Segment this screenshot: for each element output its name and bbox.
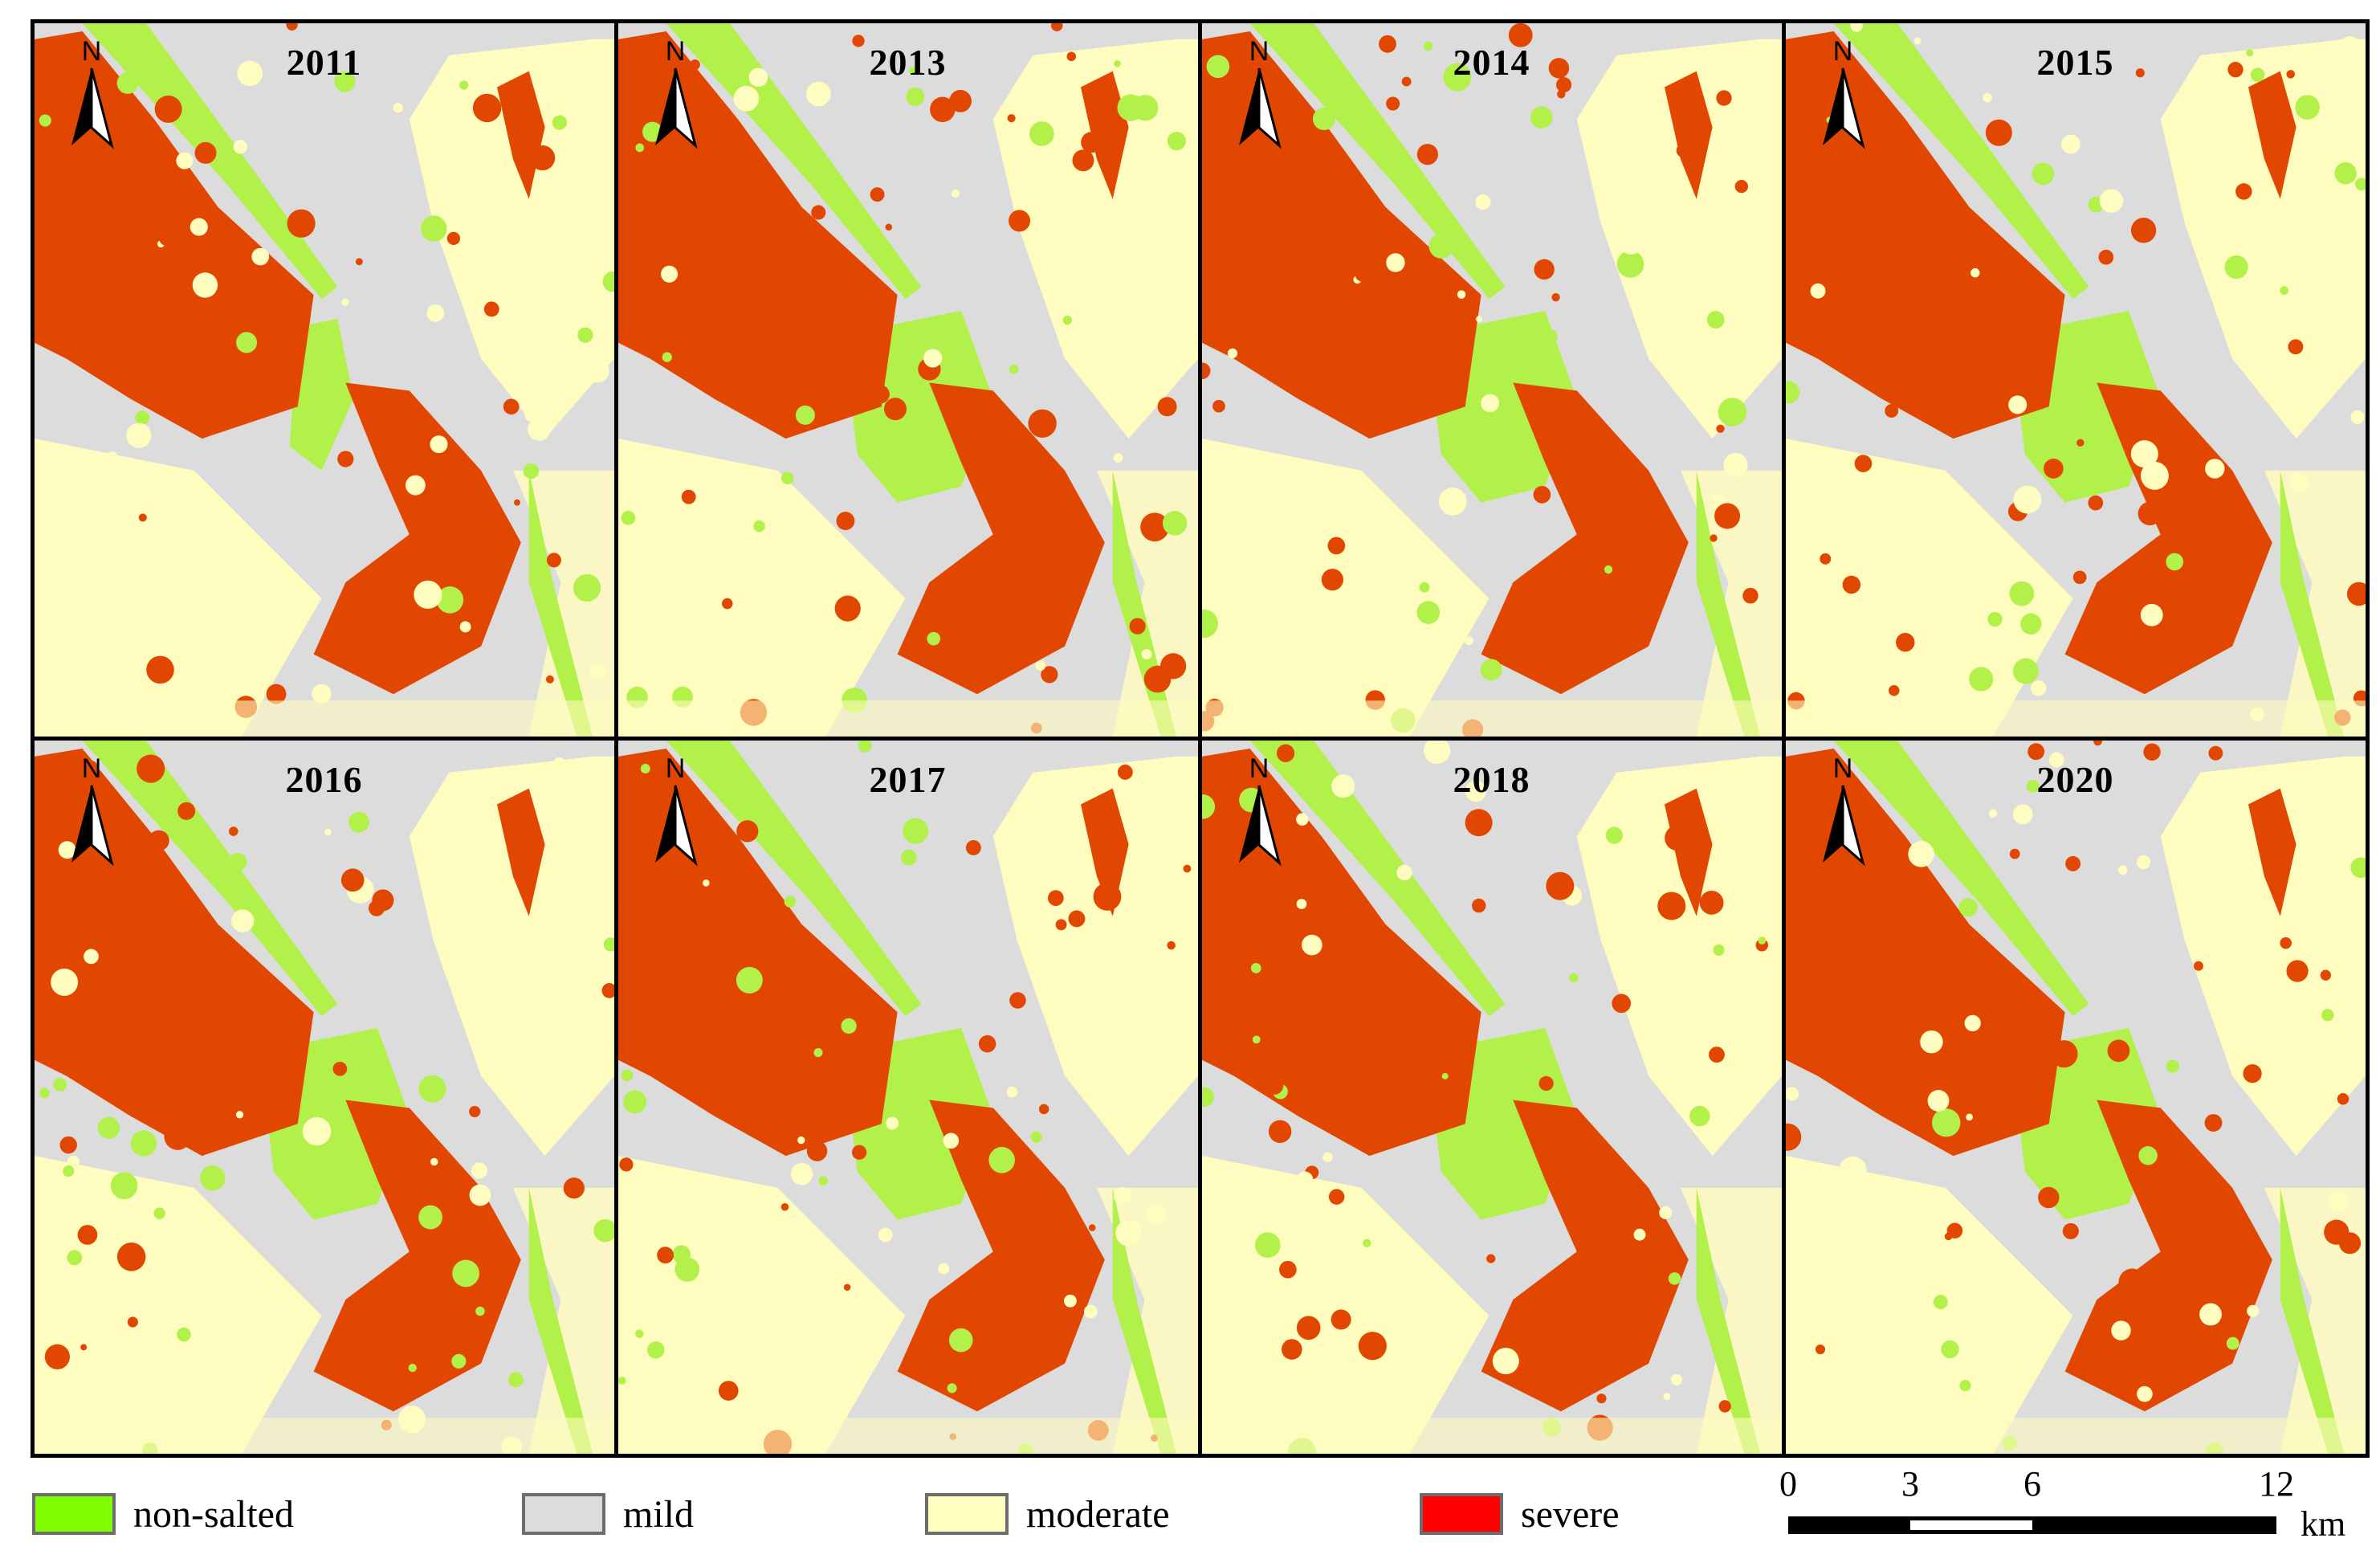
salinity-map <box>34 22 614 737</box>
map-panel-2018: N 2018 <box>1197 736 1786 1458</box>
legend-swatch-severe <box>1420 1493 1503 1535</box>
north-label: N <box>81 36 101 67</box>
map-panel-2011: N 2011 <box>30 18 618 741</box>
north-label: N <box>1249 753 1269 784</box>
year-label: 2016 <box>285 758 363 800</box>
north-arrow-icon: N <box>1822 36 1865 149</box>
year-label: 2011 <box>286 41 362 83</box>
north-label: N <box>1832 36 1852 67</box>
salinity-map <box>1785 22 2366 737</box>
north-label: N <box>665 36 685 67</box>
legend-label-non-salted: non-salted <box>133 1492 294 1536</box>
scale-bar-graphic <box>1788 1516 2276 1534</box>
north-arrow-icon: N <box>654 753 698 866</box>
salinity-map <box>1201 740 1782 1454</box>
map-panel-2016: N 2016 <box>30 736 618 1458</box>
legend-swatch-non-salted <box>32 1493 116 1535</box>
salinity-map <box>617 22 1198 737</box>
year-label: 2020 <box>2036 758 2114 800</box>
legend-item-non-salted: non-salted <box>32 1486 294 1542</box>
salinity-map <box>34 740 614 1454</box>
north-label: N <box>665 753 685 784</box>
legend: non-salted mild moderate severe <box>32 1478 1750 1550</box>
north-arrow-icon: N <box>1238 36 1282 149</box>
north-arrow-icon: N <box>1238 753 1282 866</box>
salinity-map <box>1201 22 1782 737</box>
scale-tick-0: 0 <box>1779 1464 1797 1504</box>
legend-item-mild: mild <box>522 1486 694 1542</box>
scale-tick-12: 12 <box>2259 1464 2294 1504</box>
map-panel-2017: N 2017 <box>613 736 1202 1458</box>
north-label: N <box>81 753 101 784</box>
scale-tick-3: 3 <box>1901 1464 1919 1504</box>
map-grid: N 2011 N <box>30 18 2370 1458</box>
year-label: 2014 <box>1453 41 1530 83</box>
legend-swatch-mild <box>522 1493 605 1535</box>
north-arrow-icon: N <box>71 753 114 866</box>
north-label: N <box>1249 36 1269 67</box>
map-panel-2020: N 2020 <box>1781 736 2370 1458</box>
north-arrow-icon: N <box>71 36 114 149</box>
legend-label-severe: severe <box>1521 1492 1620 1536</box>
scale-unit: km <box>2301 1504 2346 1544</box>
north-label: N <box>1832 753 1852 784</box>
salinity-map <box>617 740 1198 1454</box>
map-panel-2013: N 2013 <box>613 18 1202 741</box>
scale-bar: 0 3 6 12 km <box>1779 1463 2373 1560</box>
legend-item-moderate: moderate <box>925 1486 1170 1542</box>
year-label: 2018 <box>1453 758 1530 800</box>
legend-item-severe: severe <box>1420 1486 1620 1542</box>
salinity-map <box>1785 740 2366 1454</box>
map-panel-2015: N 2015 <box>1781 18 2370 741</box>
north-arrow-icon: N <box>654 36 698 149</box>
scale-tick-6: 6 <box>2023 1464 2041 1504</box>
year-label: 2017 <box>869 758 947 800</box>
legend-label-moderate: moderate <box>1026 1492 1170 1536</box>
north-arrow-icon: N <box>1822 753 1865 866</box>
year-label: 2015 <box>2036 41 2114 83</box>
legend-label-mild: mild <box>623 1492 695 1536</box>
legend-swatch-moderate <box>925 1493 1009 1535</box>
year-label: 2013 <box>869 41 947 83</box>
map-panel-2014: N 2014 <box>1197 18 1786 741</box>
